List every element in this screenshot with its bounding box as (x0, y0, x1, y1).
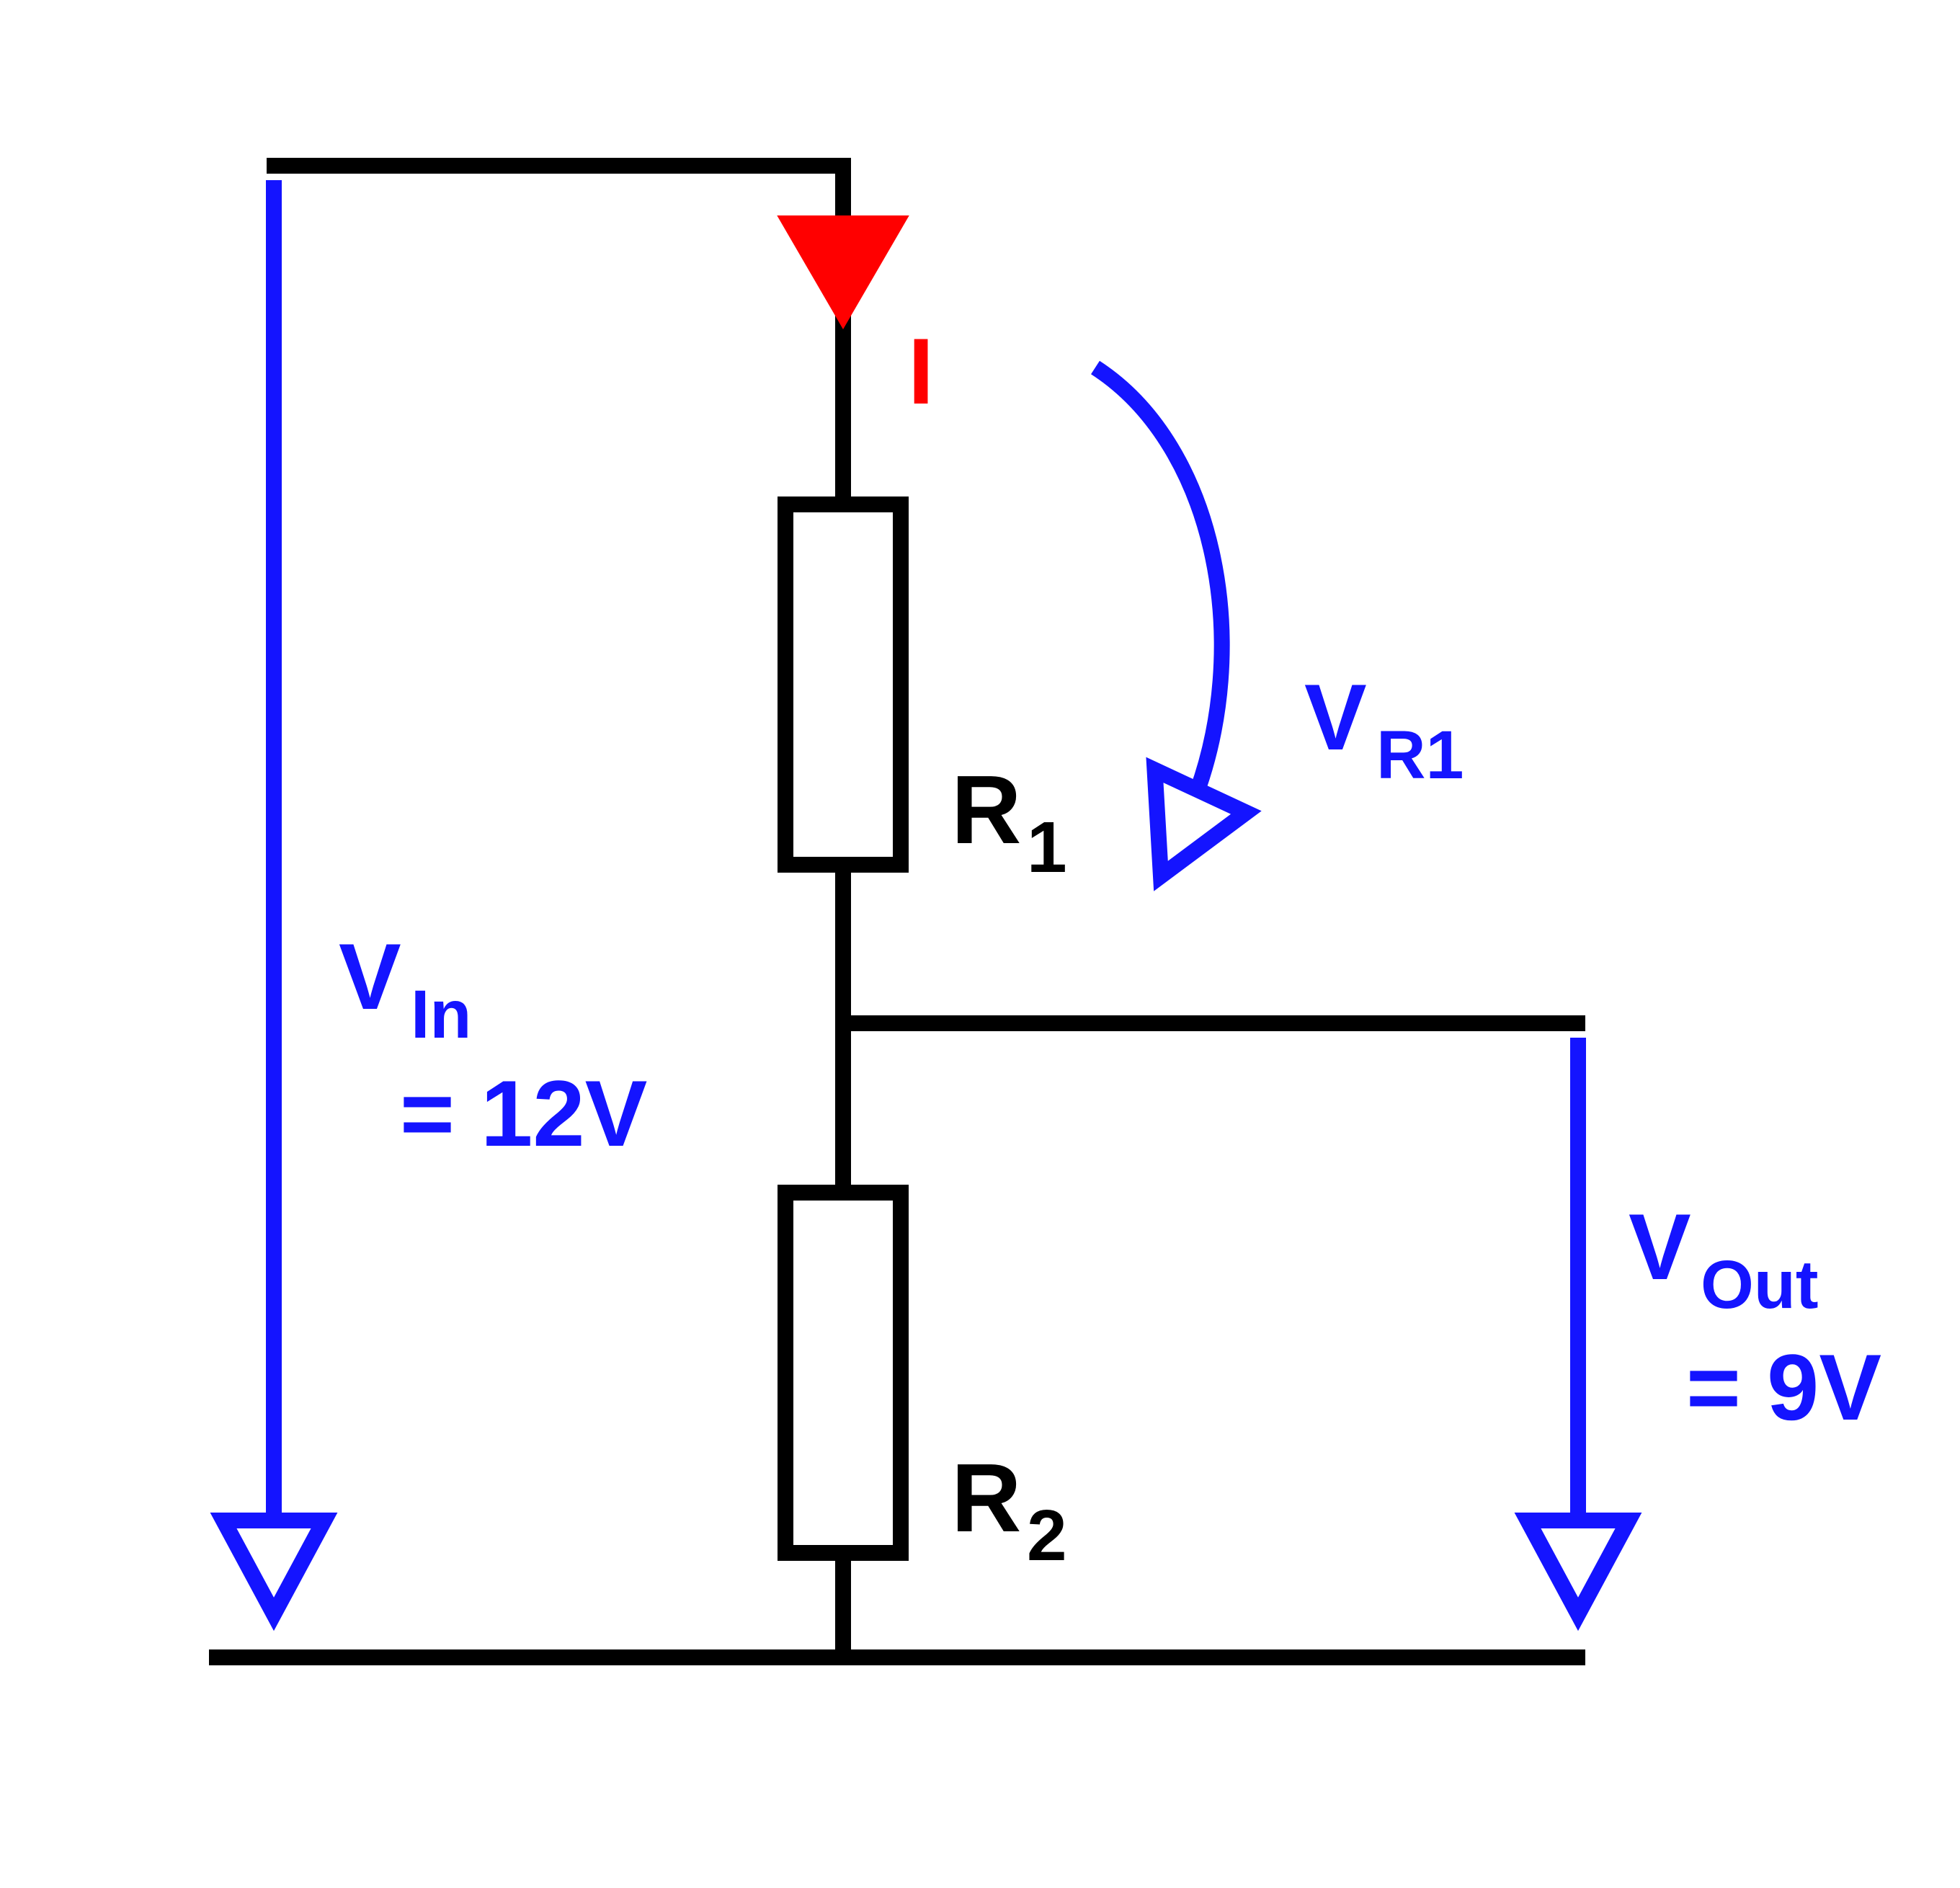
vr1-arrow-icon (1095, 368, 1246, 897)
resistor-r1 (785, 504, 901, 865)
vr1-label-main: V (1304, 664, 1367, 770)
r2-label: R 2 (951, 1443, 1067, 1576)
vout-value: = 9V (1686, 1335, 1881, 1440)
vout-arrow-icon (1528, 1038, 1629, 1614)
vout-label-sub: Out (1701, 1247, 1819, 1323)
current-arrow-icon (778, 216, 908, 328)
vout-label-main: V (1629, 1194, 1691, 1299)
vin-label: V In = 12V (339, 924, 647, 1166)
vr1-label-sub: R1 (1376, 717, 1464, 793)
current-label: I (908, 319, 934, 424)
vin-label-sub: In (411, 976, 471, 1053)
vout-label: V Out = 9V (1629, 1194, 1881, 1440)
circuit-diagram: I R 1 R 2 V R1 V In = 12V V Out = 9V (0, 0, 1960, 1888)
r1-label-sub: 1 (1027, 807, 1067, 888)
vin-label-main: V (339, 924, 401, 1029)
vin-arrow-icon (223, 180, 324, 1614)
r1-label: R 1 (951, 755, 1067, 888)
r1-label-main: R (951, 755, 1022, 864)
r2-label-main: R (951, 1443, 1022, 1552)
vin-value: = 12V (400, 1061, 647, 1166)
resistor-r2 (785, 1193, 901, 1553)
r2-label-sub: 2 (1027, 1495, 1067, 1576)
vr1-label: V R1 (1304, 664, 1464, 793)
